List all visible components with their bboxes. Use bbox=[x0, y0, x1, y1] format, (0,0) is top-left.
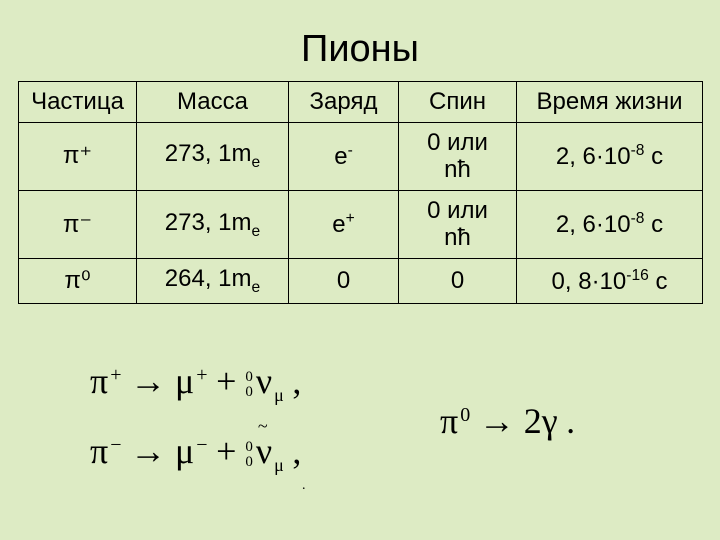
cell-mass: 273, 1me bbox=[137, 122, 289, 190]
cell-lifetime: 0, 8·10-16 с bbox=[517, 258, 703, 303]
page-title: Пионы bbox=[0, 0, 720, 81]
cell-mass: 264, 1me bbox=[137, 258, 289, 303]
cell-particle: π⁻ bbox=[19, 190, 137, 258]
cell-particle: π⁺ bbox=[19, 122, 137, 190]
cell-spin: 0 илиnћ bbox=[399, 190, 517, 258]
cell-spin: 0 илиnћ bbox=[399, 122, 517, 190]
cell-mass: 273, 1me bbox=[137, 190, 289, 258]
formula-pi-minus-decay: π− → μ− + 00ν~μ , bbox=[90, 430, 301, 476]
formula-pi-plus-decay: π+ → μ+ + 00νμ , bbox=[90, 360, 301, 406]
stray-dot: . bbox=[302, 478, 306, 494]
col-charge: Заряд bbox=[289, 82, 399, 123]
cell-charge: 0 bbox=[289, 258, 399, 303]
cell-lifetime: 2, 6·10-8 с bbox=[517, 122, 703, 190]
col-particle: Частица bbox=[19, 82, 137, 123]
table-row: π⁻ 273, 1me e+ 0 илиnћ 2, 6·10-8 с bbox=[19, 190, 703, 258]
pion-table: Частица Масса Заряд Спин Время жизни π⁺ … bbox=[18, 81, 703, 304]
col-mass: Масса bbox=[137, 82, 289, 123]
cell-charge: e+ bbox=[289, 190, 399, 258]
table-header-row: Частица Масса Заряд Спин Время жизни bbox=[19, 82, 703, 123]
col-spin: Спин bbox=[399, 82, 517, 123]
table-row: π⁺ 273, 1me e- 0 илиnћ 2, 6·10-8 с bbox=[19, 122, 703, 190]
cell-spin: 0 bbox=[399, 258, 517, 303]
table-row: π⁰ 264, 1me 0 0 0, 8·10-16 с bbox=[19, 258, 703, 303]
col-lifetime: Время жизни bbox=[517, 82, 703, 123]
cell-lifetime: 2, 6·10-8 с bbox=[517, 190, 703, 258]
cell-charge: e- bbox=[289, 122, 399, 190]
formula-pi-zero-decay: π0 → 2γ . bbox=[440, 400, 575, 442]
cell-particle: π⁰ bbox=[19, 258, 137, 303]
